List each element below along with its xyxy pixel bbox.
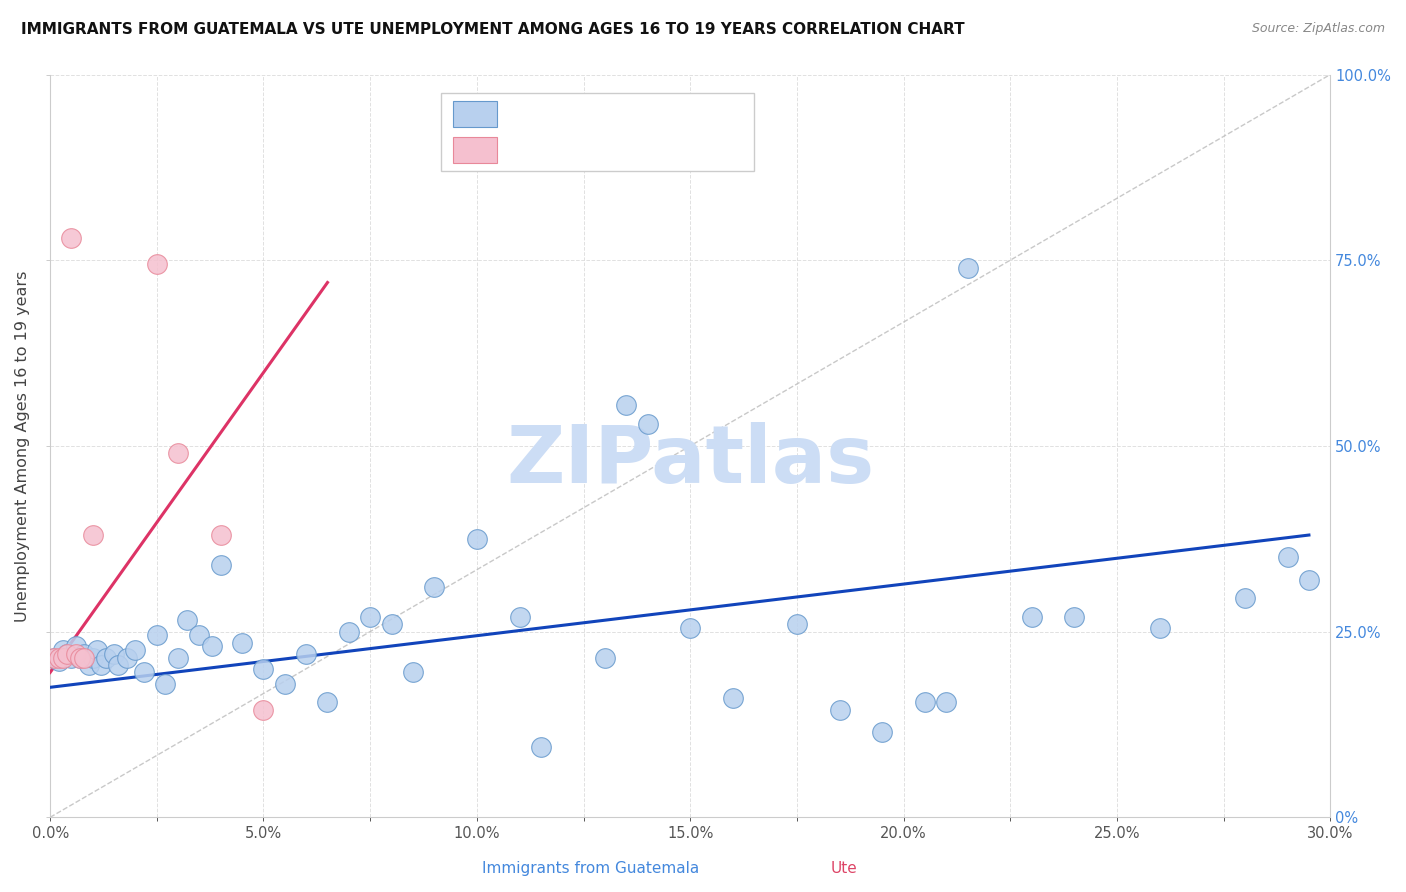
Point: [48, 650, 70, 665]
Point: [209, 558, 232, 572]
Point: [52, 643, 75, 657]
Text: IMMIGRANTS FROM GUATEMALA VS UTE UNEMPLOYMENT AMONG AGES 16 TO 19 YEARS CORRELAT: IMMIGRANTS FROM GUATEMALA VS UTE UNEMPLO…: [21, 22, 965, 37]
Point: [188, 628, 211, 642]
Point: [295, 647, 318, 661]
Point: [56, 647, 79, 661]
Point: [593, 650, 616, 665]
Point: [1298, 573, 1320, 587]
Point: [103, 647, 125, 661]
Point: [44, 650, 66, 665]
Point: [721, 691, 744, 706]
Point: [167, 446, 190, 460]
Point: [337, 624, 360, 639]
Point: [679, 621, 702, 635]
Point: [124, 643, 146, 657]
Point: [614, 398, 637, 412]
Text: Ute: Ute: [830, 861, 858, 876]
Point: [77, 658, 100, 673]
Y-axis label: Unemployment Among Ages 16 to 19 years: Unemployment Among Ages 16 to 19 years: [15, 270, 30, 622]
Point: [65, 640, 87, 654]
Point: [423, 580, 446, 594]
Point: [48, 654, 70, 668]
Point: [60, 650, 83, 665]
Point: [132, 665, 155, 680]
Point: [73, 650, 96, 665]
Point: [65, 647, 87, 661]
Point: [465, 532, 488, 546]
Point: [231, 636, 253, 650]
Point: [316, 695, 339, 709]
Point: [176, 614, 198, 628]
Point: [956, 260, 979, 275]
Point: [359, 609, 381, 624]
Point: [86, 643, 108, 657]
Point: [90, 658, 112, 673]
Point: [69, 650, 91, 665]
Point: [52, 650, 75, 665]
Text: ZIPatlas: ZIPatlas: [506, 422, 875, 500]
Point: [69, 650, 91, 665]
Point: [82, 650, 104, 665]
Point: [637, 417, 659, 431]
Point: [402, 665, 425, 680]
Point: [252, 703, 274, 717]
Point: [1021, 609, 1043, 624]
Text: Source: ZipAtlas.com: Source: ZipAtlas.com: [1251, 22, 1385, 36]
Point: [1277, 550, 1299, 565]
Point: [60, 231, 83, 245]
Point: [828, 703, 851, 717]
Point: [914, 695, 936, 709]
Point: [380, 617, 402, 632]
Point: [786, 617, 808, 632]
Point: [94, 650, 117, 665]
Point: [1233, 591, 1256, 606]
Point: [107, 658, 129, 673]
Point: [530, 739, 553, 754]
Point: [252, 662, 274, 676]
Point: [201, 640, 224, 654]
Point: [870, 724, 893, 739]
Point: [155, 676, 177, 690]
Point: [56, 647, 79, 661]
Point: [509, 609, 531, 624]
Point: [274, 676, 297, 690]
Point: [167, 650, 190, 665]
Text: Immigrants from Guatemala: Immigrants from Guatemala: [482, 861, 699, 876]
Point: [115, 650, 138, 665]
Point: [935, 695, 957, 709]
Point: [146, 628, 169, 642]
Point: [44, 650, 66, 665]
Point: [1063, 609, 1085, 624]
Point: [73, 647, 96, 661]
Point: [146, 257, 169, 271]
Point: [1149, 621, 1171, 635]
Point: [82, 528, 104, 542]
Point: [209, 528, 232, 542]
